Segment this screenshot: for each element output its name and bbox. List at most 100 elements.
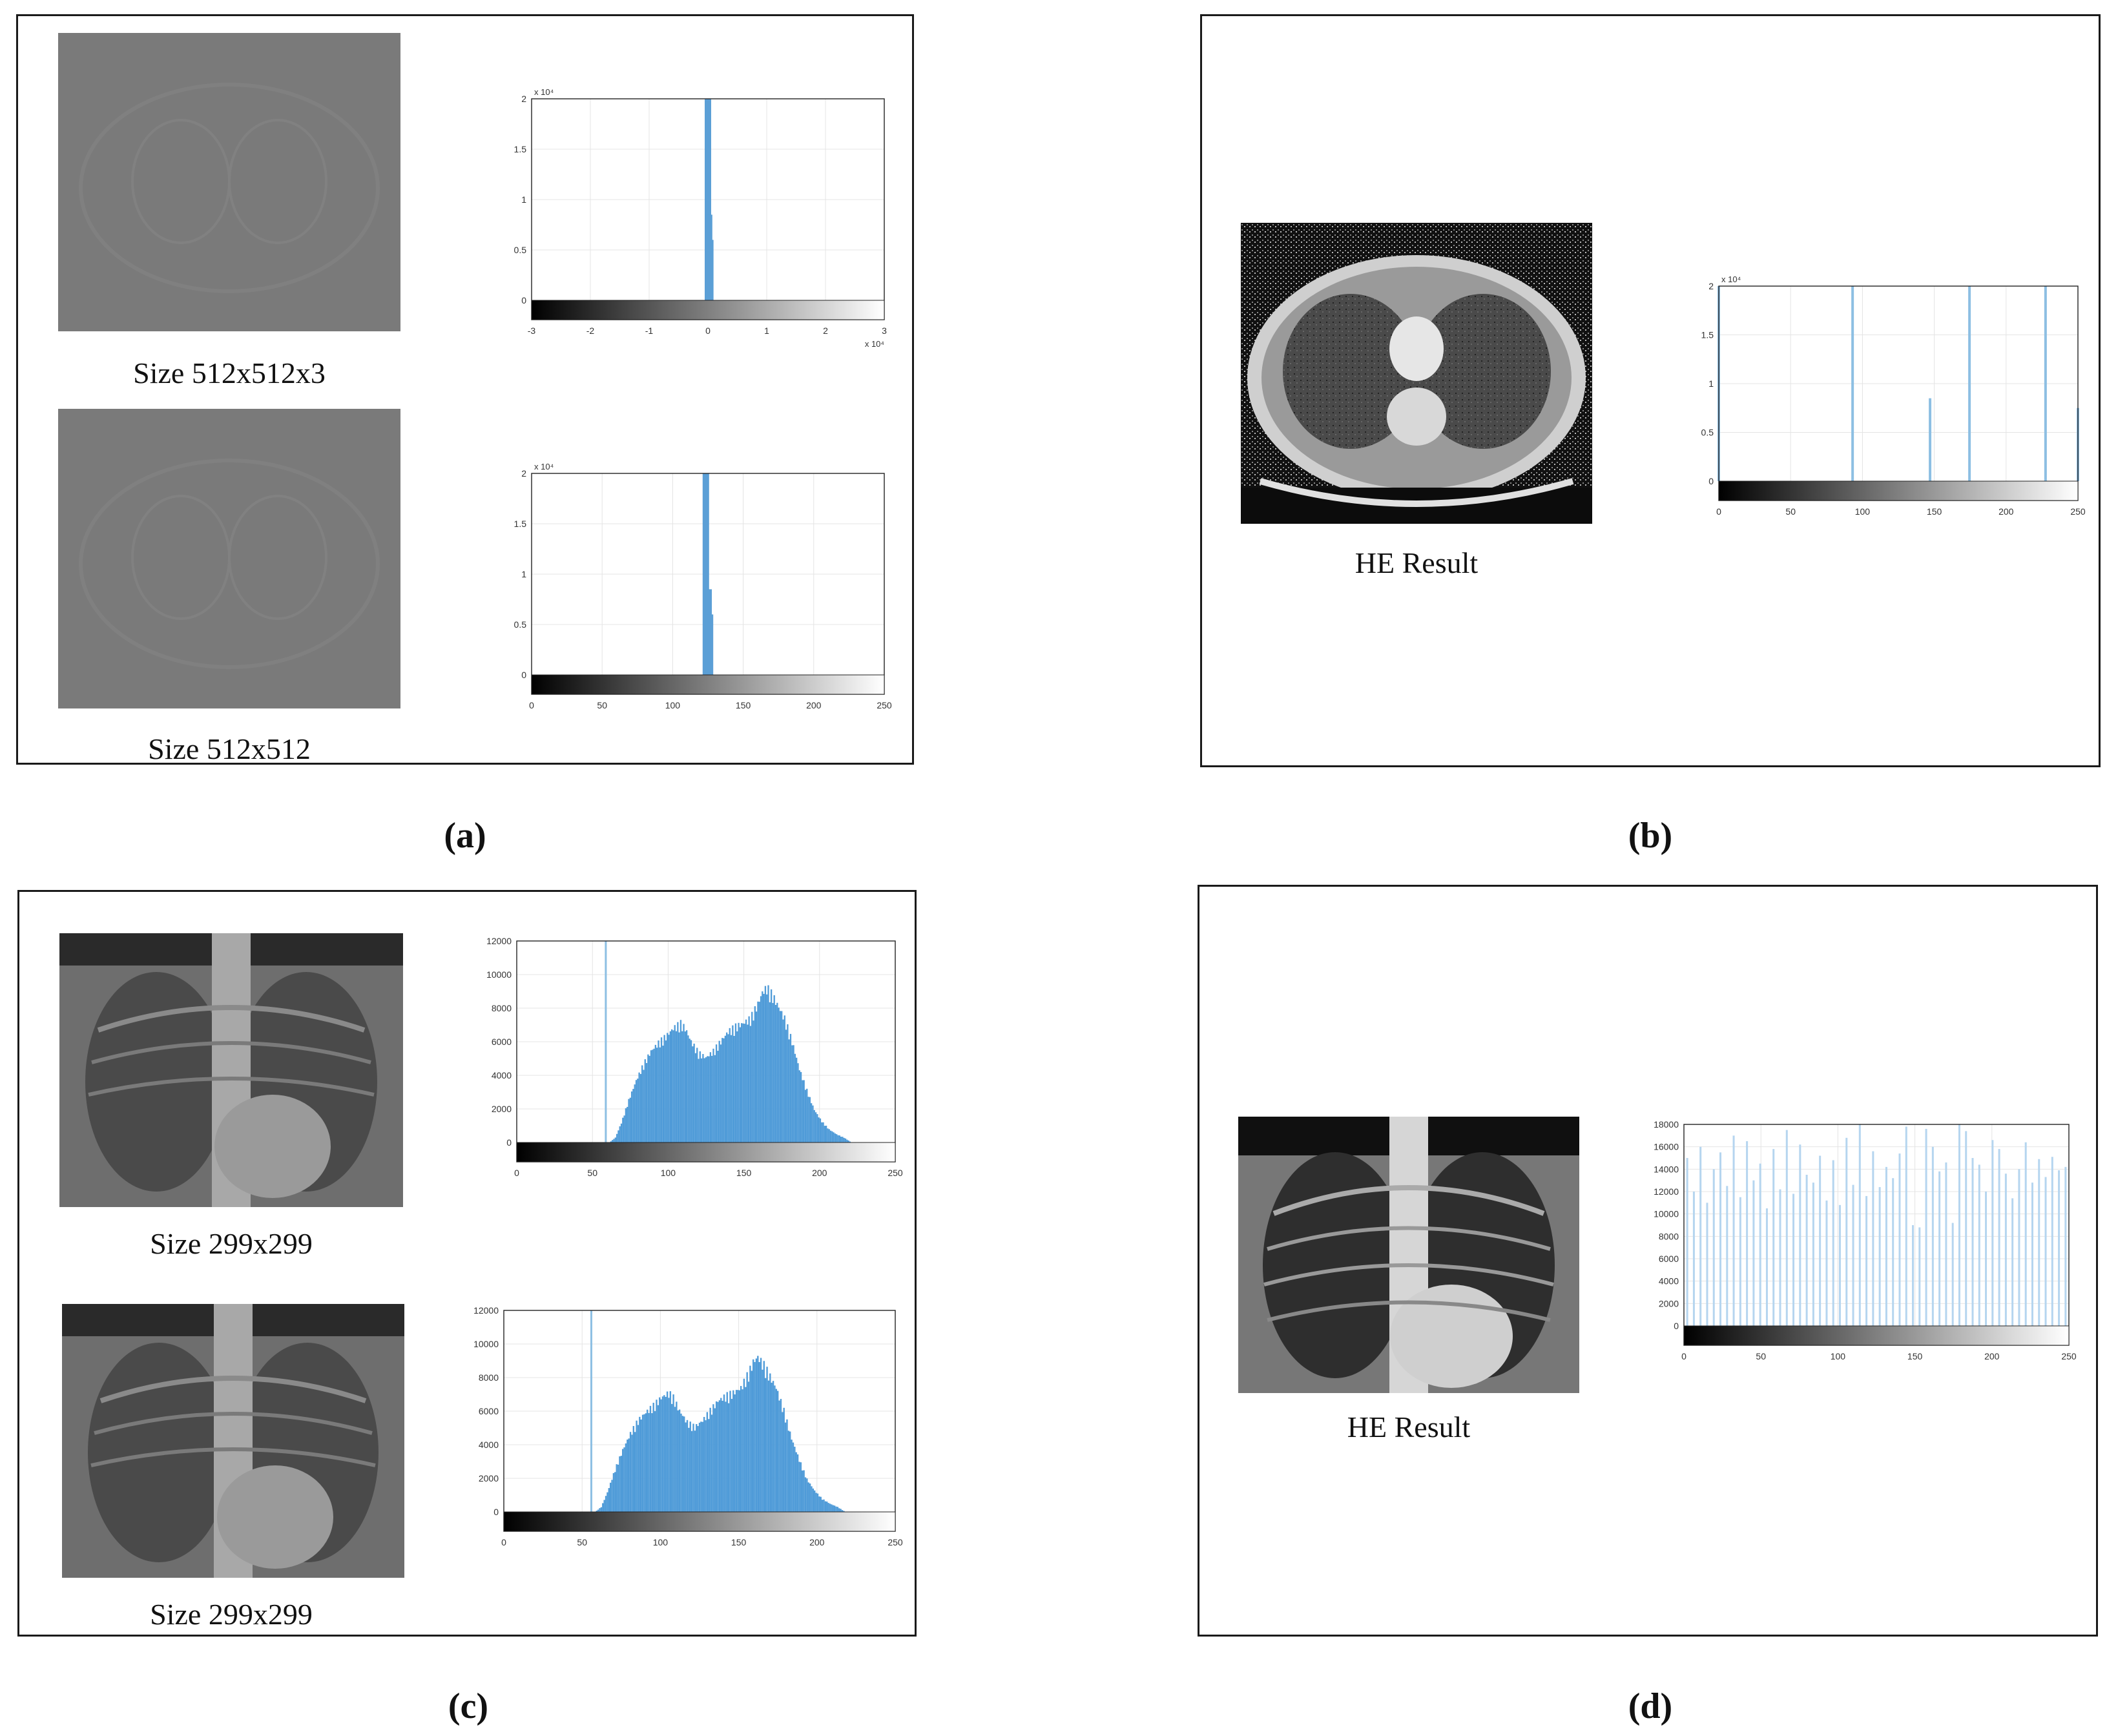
colorbar (1683, 1325, 2070, 1346)
y-exponent-label: x 10⁴ (534, 462, 554, 471)
histogram-bar (1865, 1195, 1868, 1326)
histogram-bar (705, 99, 711, 300)
histogram-bar (1805, 1175, 1808, 1326)
histogram-bar (2044, 1177, 2047, 1326)
x-tick-label: 1 (764, 326, 769, 336)
histogram-bar (707, 240, 714, 300)
x-tick-label: 50 (1785, 506, 1796, 517)
histogram-bar (816, 1114, 818, 1142)
histogram-bar (1892, 1178, 1894, 1326)
histogram-bar (745, 1387, 747, 1512)
histogram-bar (822, 1122, 824, 1142)
histogram-bar (680, 1020, 682, 1142)
histogram-bar (603, 1500, 605, 1512)
y-tick-label: 12000 (1654, 1186, 1679, 1197)
x-tick-label: 200 (1998, 506, 2014, 517)
panel-label-a: (a) (444, 816, 486, 856)
histogram-bar (815, 1493, 817, 1512)
y-tick-label: 2000 (492, 1104, 512, 1114)
histogram-bar (804, 1477, 807, 1512)
histogram-bar (2024, 1142, 2027, 1326)
histogram-bar (720, 1398, 722, 1512)
histogram-bar (770, 989, 773, 1142)
histogram-bar (746, 1372, 748, 1512)
histogram-bar (709, 1052, 712, 1142)
y-tick-label: 10000 (1654, 1209, 1679, 1219)
histogram-bar (778, 1008, 780, 1142)
histogram-a-top: 0 0.5 1 1.5 2 -3 -2 -1 0 1 2 3 x 10⁴ x 10⁴ (493, 81, 893, 365)
gray-image-3channel (58, 33, 400, 331)
y-tick-label: 0 (506, 1137, 512, 1148)
y-tick-label: 8000 (492, 1003, 512, 1013)
histogram-bar (777, 1390, 779, 1512)
histogram-bar (681, 1031, 683, 1142)
x-tick-label: 150 (1927, 506, 1942, 517)
histogram-bar (847, 1140, 849, 1142)
histogram-bar (616, 1464, 618, 1512)
y-tick-label: 6000 (492, 1037, 512, 1047)
histogram-bar (707, 614, 714, 675)
histogram-bar (729, 1390, 731, 1512)
histogram-bar (791, 1440, 793, 1512)
histogram-bar (798, 1462, 800, 1512)
x-tick-label: 150 (1907, 1351, 1923, 1361)
histogram-bar (1898, 1153, 1901, 1326)
histogram-bar (843, 1511, 845, 1512)
histogram-bar (755, 1011, 758, 1142)
histogram-bar (628, 1099, 630, 1142)
histogram-bar (629, 1432, 632, 1512)
x-tick-label: -2 (586, 326, 595, 336)
histogram-bar (696, 1048, 698, 1142)
ct-scan-he-image (1241, 223, 1592, 524)
x-tick-label: 0 (529, 700, 534, 710)
histogram-bar (795, 1452, 797, 1512)
histogram-bar (784, 1015, 785, 1142)
x-tick-label: 0 (1681, 1351, 1687, 1361)
histogram-bar (599, 1508, 601, 1512)
histogram-bar (784, 1422, 787, 1512)
histogram-c-top: 0 2000 4000 6000 8000 10000 12000 0 50 100 150 200 2… (478, 923, 904, 1207)
histogram-bar (849, 1141, 851, 1142)
histogram-bar (627, 1106, 628, 1142)
x-tick-label: -3 (528, 326, 536, 336)
histogram-bar (1699, 1146, 1702, 1326)
x-tick-label: 50 (597, 700, 607, 710)
histogram-bar (762, 1369, 763, 1512)
histogram-bar (736, 1031, 738, 1142)
histogram-bar (755, 1358, 758, 1512)
histogram-bar (670, 1029, 673, 1142)
histogram-bar (1726, 1186, 1728, 1326)
histogram-bar (793, 1045, 794, 1142)
histogram-bar (1706, 1203, 1708, 1326)
histogram-bar (741, 1023, 743, 1142)
histogram-bar (600, 1507, 603, 1512)
histogram-bar (764, 986, 767, 1142)
histogram-bar (608, 1488, 610, 1512)
y-tick-label: 0 (1708, 476, 1714, 486)
histogram-bar (632, 1089, 634, 1142)
histogram-bar (780, 1399, 782, 1512)
histogram-bar (643, 1414, 645, 1512)
histogram-bar (802, 1080, 804, 1142)
y-tick-label: 8000 (1659, 1231, 1679, 1241)
histogram-bar (771, 1382, 773, 1512)
histogram-bar (794, 1053, 796, 1142)
caption-he-result-ct: HE Result (1354, 546, 1479, 579)
histogram-bar (807, 1097, 809, 1142)
histogram-bar (763, 1361, 765, 1512)
gray-image-single-channel-svg (58, 409, 400, 708)
histogram-bar (743, 1378, 745, 1512)
y-tick-label: 4000 (1659, 1276, 1679, 1286)
histogram-bar (831, 1131, 833, 1142)
histogram-bar (715, 1044, 718, 1142)
histogram-bar (637, 1079, 639, 1142)
histogram-bar (727, 1403, 730, 1512)
y-tick-label: 0 (521, 295, 526, 305)
y-tick-label: 0.5 (514, 619, 527, 630)
histogram-bar (757, 1001, 759, 1142)
histogram-bar (833, 1132, 835, 1142)
histogram-bar (614, 1472, 616, 1512)
histogram-bar (813, 1110, 815, 1142)
x-tick-label: -1 (645, 326, 654, 336)
histogram-bar (1772, 1149, 1775, 1326)
